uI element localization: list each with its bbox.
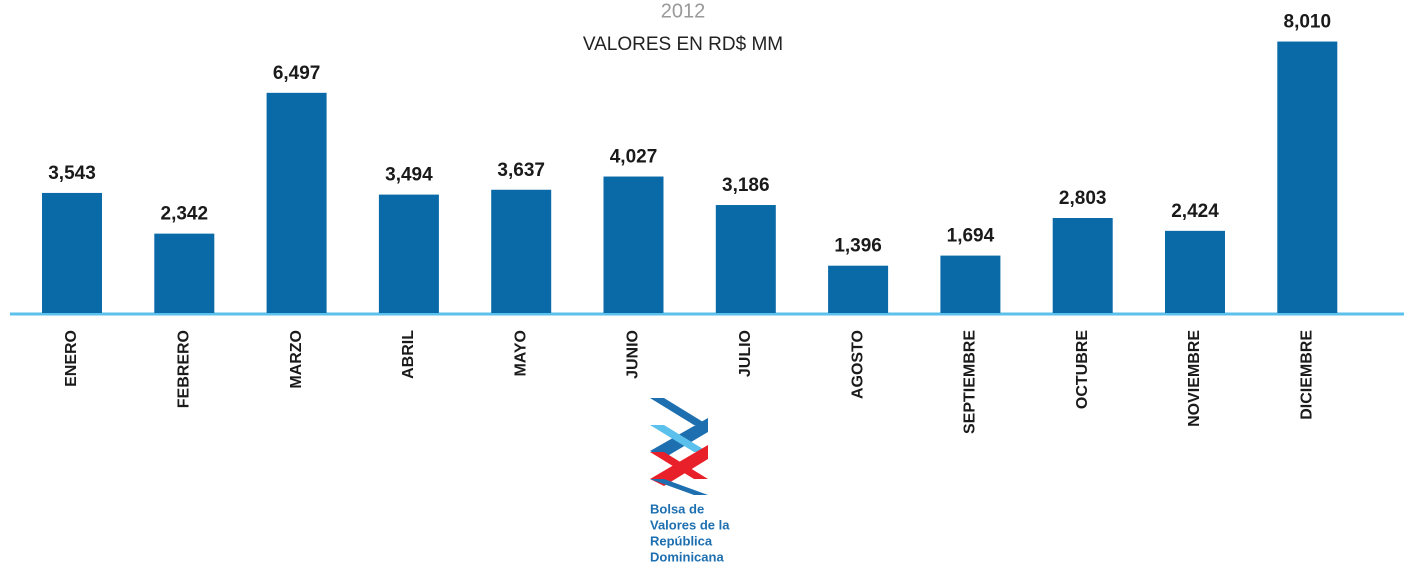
- logo-text: Valores de la: [650, 517, 730, 532]
- value-label: 8,010: [1284, 12, 1332, 33]
- value-label: 3,494: [385, 165, 433, 186]
- logo: [650, 398, 708, 495]
- x-tick-label: AGOSTO: [849, 330, 866, 399]
- x-tick-label: FEBRERO: [176, 330, 193, 408]
- x-tick-label: JULIO: [737, 330, 754, 377]
- bar: [828, 265, 889, 313]
- x-tick-label: MARZO: [288, 330, 305, 389]
- logo-text: Bolsa de: [650, 501, 704, 516]
- value-label: 3,637: [497, 160, 545, 181]
- x-tick-label: OCTUBRE: [1074, 330, 1091, 409]
- value-label: 3,186: [722, 175, 770, 196]
- value-label: 6,497: [273, 63, 321, 84]
- bar: [42, 192, 102, 313]
- bar: [266, 92, 327, 314]
- bar: [603, 176, 664, 313]
- x-tick-label: NOVIEMBRE: [1186, 330, 1203, 427]
- x-tick-label: ENERO: [63, 330, 80, 387]
- value-label: 3,543: [48, 163, 96, 184]
- x-tick-label: SEPTIEMBRE: [962, 330, 979, 434]
- logo-text: República: [650, 533, 713, 548]
- value-label: 2,424: [1171, 201, 1219, 222]
- x-tick-label: DICIEMBRE: [1299, 330, 1316, 420]
- chart-title: 2012: [661, 0, 706, 22]
- bar: [940, 255, 1001, 313]
- x-tick-label: JUNIO: [625, 330, 642, 379]
- value-label: 2,342: [161, 204, 209, 225]
- bar: [715, 205, 776, 313]
- bar: [491, 189, 552, 313]
- bar: [1165, 230, 1225, 313]
- value-label: 4,027: [610, 147, 658, 168]
- bar: [1052, 218, 1113, 313]
- bar: [1277, 41, 1338, 314]
- value-label: 1,396: [834, 236, 882, 257]
- value-label: 1,694: [947, 226, 995, 247]
- value-label: 2,803: [1059, 188, 1107, 209]
- x-tick-label: MAYO: [512, 330, 529, 377]
- chart-subtitle: VALORES EN RD$ MM: [583, 34, 783, 55]
- x-tick-label: ABRIL: [400, 330, 417, 379]
- logo-text: Dominicana: [650, 549, 724, 564]
- bar: [378, 194, 439, 313]
- bar: [154, 233, 215, 313]
